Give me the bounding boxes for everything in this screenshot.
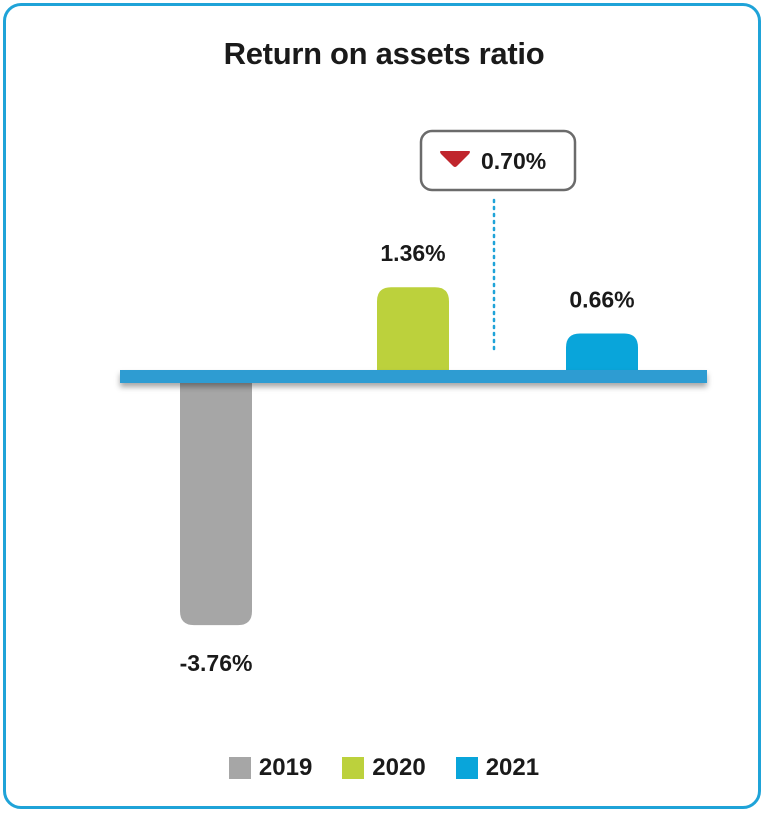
data-label-2019: -3.76% [180, 650, 253, 676]
legend-label-2020: 2020 [372, 754, 426, 781]
bar-2020 [377, 287, 449, 377]
legend-item-2019: 2019 [228, 754, 313, 782]
legend-swatch-2020 [342, 757, 365, 779]
data-label-2021: 0.66% [569, 286, 634, 312]
legend-label-2019: 2019 [258, 754, 313, 781]
zero-axis-line [120, 370, 707, 383]
legend-swatch-2021 [455, 757, 478, 779]
legend-item-2021: 2021 [455, 754, 540, 782]
chart-title: Return on assets ratio [223, 36, 545, 71]
change-annotation-box [419, 129, 577, 192]
change-annotation-value: 0.70% [481, 148, 546, 174]
legend-item-2020: 2020 [342, 754, 426, 782]
chart-card [3, 3, 761, 809]
bar-2021 [566, 333, 638, 377]
bar-2019 [180, 377, 252, 626]
legend-swatch-2019 [228, 757, 251, 779]
chart-legend: 2019 2020 2021 [0, 754, 768, 782]
data-label-2020: 1.36% [380, 240, 445, 266]
down-arrow-icon [440, 151, 470, 167]
legend-label-2021: 2021 [485, 754, 540, 781]
